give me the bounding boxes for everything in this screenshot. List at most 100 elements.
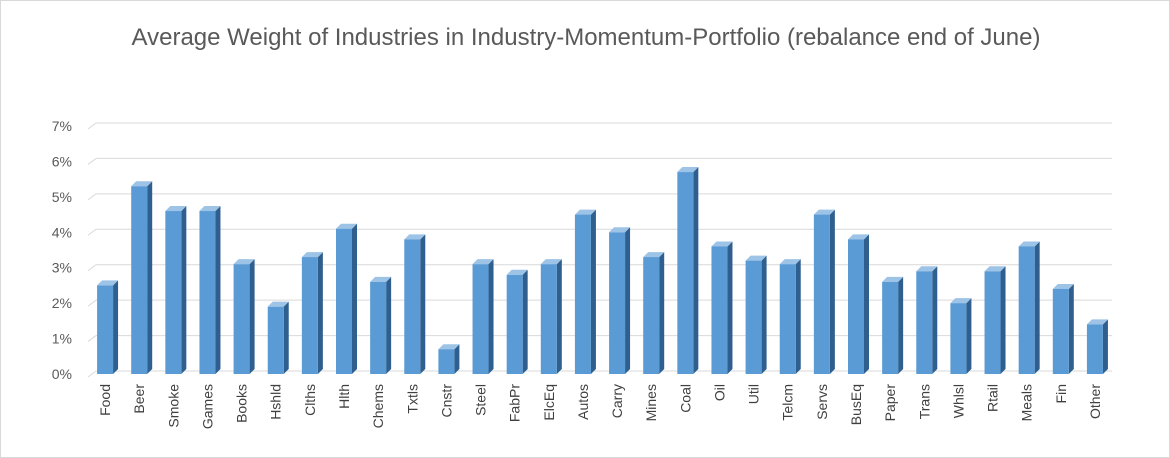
bar — [1052, 288, 1069, 374]
bar-top — [711, 241, 733, 247]
bar-top — [472, 259, 494, 265]
bar — [574, 214, 591, 374]
bar-side — [317, 252, 323, 374]
bar — [882, 281, 899, 374]
bar — [540, 264, 557, 374]
x-tick-label: Meals — [1019, 384, 1035, 421]
x-tick-label: Trans — [916, 384, 932, 419]
bar-top — [643, 252, 665, 258]
x-tick-label: Games — [199, 384, 215, 429]
bar-side — [488, 259, 494, 374]
bar-top — [984, 266, 1006, 272]
x-tick-label: FabPr — [507, 384, 523, 422]
bar-side — [1034, 241, 1040, 374]
bar-top — [370, 276, 392, 282]
x-tick-label: Beer — [131, 384, 147, 414]
bar-top — [438, 344, 460, 350]
bar — [199, 211, 216, 374]
x-tick-label: Other — [1087, 384, 1103, 419]
bar-side — [659, 252, 665, 374]
bar-side — [1102, 319, 1108, 374]
bar-top — [916, 266, 938, 272]
gridline-depth — [87, 122, 97, 130]
bar-side — [147, 181, 153, 374]
x-tick-label: Paper — [882, 384, 898, 422]
bar — [677, 172, 694, 374]
x-tick-label: Clths — [302, 384, 318, 416]
bar — [506, 274, 523, 374]
bar-side — [761, 255, 767, 374]
x-tick-label: Autos — [575, 384, 591, 420]
chart-title: Average Weight of Industries in Industry… — [131, 24, 1041, 51]
bar-side — [932, 266, 938, 374]
bar-side — [1068, 283, 1074, 374]
bar-top — [506, 269, 528, 275]
bar-side — [727, 241, 733, 374]
x-tick-label: Chems — [370, 384, 386, 428]
x-tick-label: Hshld — [268, 384, 284, 420]
bar-top — [336, 223, 357, 229]
bar-top — [199, 206, 221, 212]
bar — [813, 214, 830, 374]
y-tick-label: 6% — [52, 153, 72, 169]
y-tick-label: 7% — [52, 118, 72, 134]
gridline-depth — [87, 335, 97, 342]
bar-side — [693, 167, 699, 374]
bar-top — [574, 209, 596, 215]
bar-top — [540, 259, 562, 265]
y-tick-label: 1% — [52, 331, 72, 347]
x-tick-label: Fin — [1053, 384, 1069, 403]
bar-top — [609, 227, 631, 233]
x-tick-label: Hlth — [336, 384, 352, 409]
x-tick-label: Oil — [711, 384, 727, 401]
bar-top — [404, 234, 426, 240]
y-tick-label: 4% — [52, 224, 72, 240]
bar — [472, 264, 489, 374]
x-tick-label: Telcm — [780, 384, 796, 421]
bar-side — [352, 223, 357, 374]
x-tick-label: Carry — [609, 384, 625, 418]
bar-side — [113, 280, 119, 374]
bar-side — [215, 206, 221, 374]
bar-side — [249, 259, 255, 374]
bar-top — [848, 234, 869, 240]
bar — [643, 257, 660, 374]
bar — [711, 246, 728, 374]
bar — [779, 264, 796, 374]
bar-side — [795, 259, 801, 374]
bar-side — [864, 234, 869, 374]
bar-side — [556, 259, 562, 374]
bar-top — [165, 206, 187, 212]
x-tick-label: Rtail — [985, 384, 1001, 412]
bar-top — [1086, 319, 1108, 325]
bar-side — [829, 209, 835, 374]
bar-top — [745, 255, 767, 261]
bar — [609, 232, 626, 374]
x-tick-label: Steel — [473, 384, 489, 416]
bar-top — [233, 259, 255, 265]
bar — [267, 306, 284, 374]
x-tick-label: Mines — [643, 384, 659, 421]
bar — [745, 260, 762, 374]
bar-top — [1052, 283, 1074, 289]
x-tick-label: Txtls — [404, 384, 420, 414]
x-tick-label: Cnstr — [438, 384, 454, 418]
x-tick-label: ElcEq — [541, 384, 557, 421]
bar-top — [131, 181, 153, 187]
bar-top — [677, 167, 699, 173]
x-tick-label: Smoke — [165, 384, 181, 428]
bar — [916, 271, 933, 374]
bar — [131, 186, 148, 374]
bar-top — [779, 259, 801, 265]
y-tick-label: 5% — [52, 189, 72, 205]
bar — [848, 239, 864, 374]
x-tick-label: Food — [97, 384, 113, 416]
x-tick-label: Whlsl — [950, 384, 966, 418]
bar-side — [966, 298, 972, 374]
gridline-depth — [87, 264, 97, 272]
bar-side — [1000, 266, 1006, 374]
bar-top — [267, 301, 289, 307]
bar — [404, 239, 421, 374]
x-tick-label: BusEq — [848, 384, 864, 425]
